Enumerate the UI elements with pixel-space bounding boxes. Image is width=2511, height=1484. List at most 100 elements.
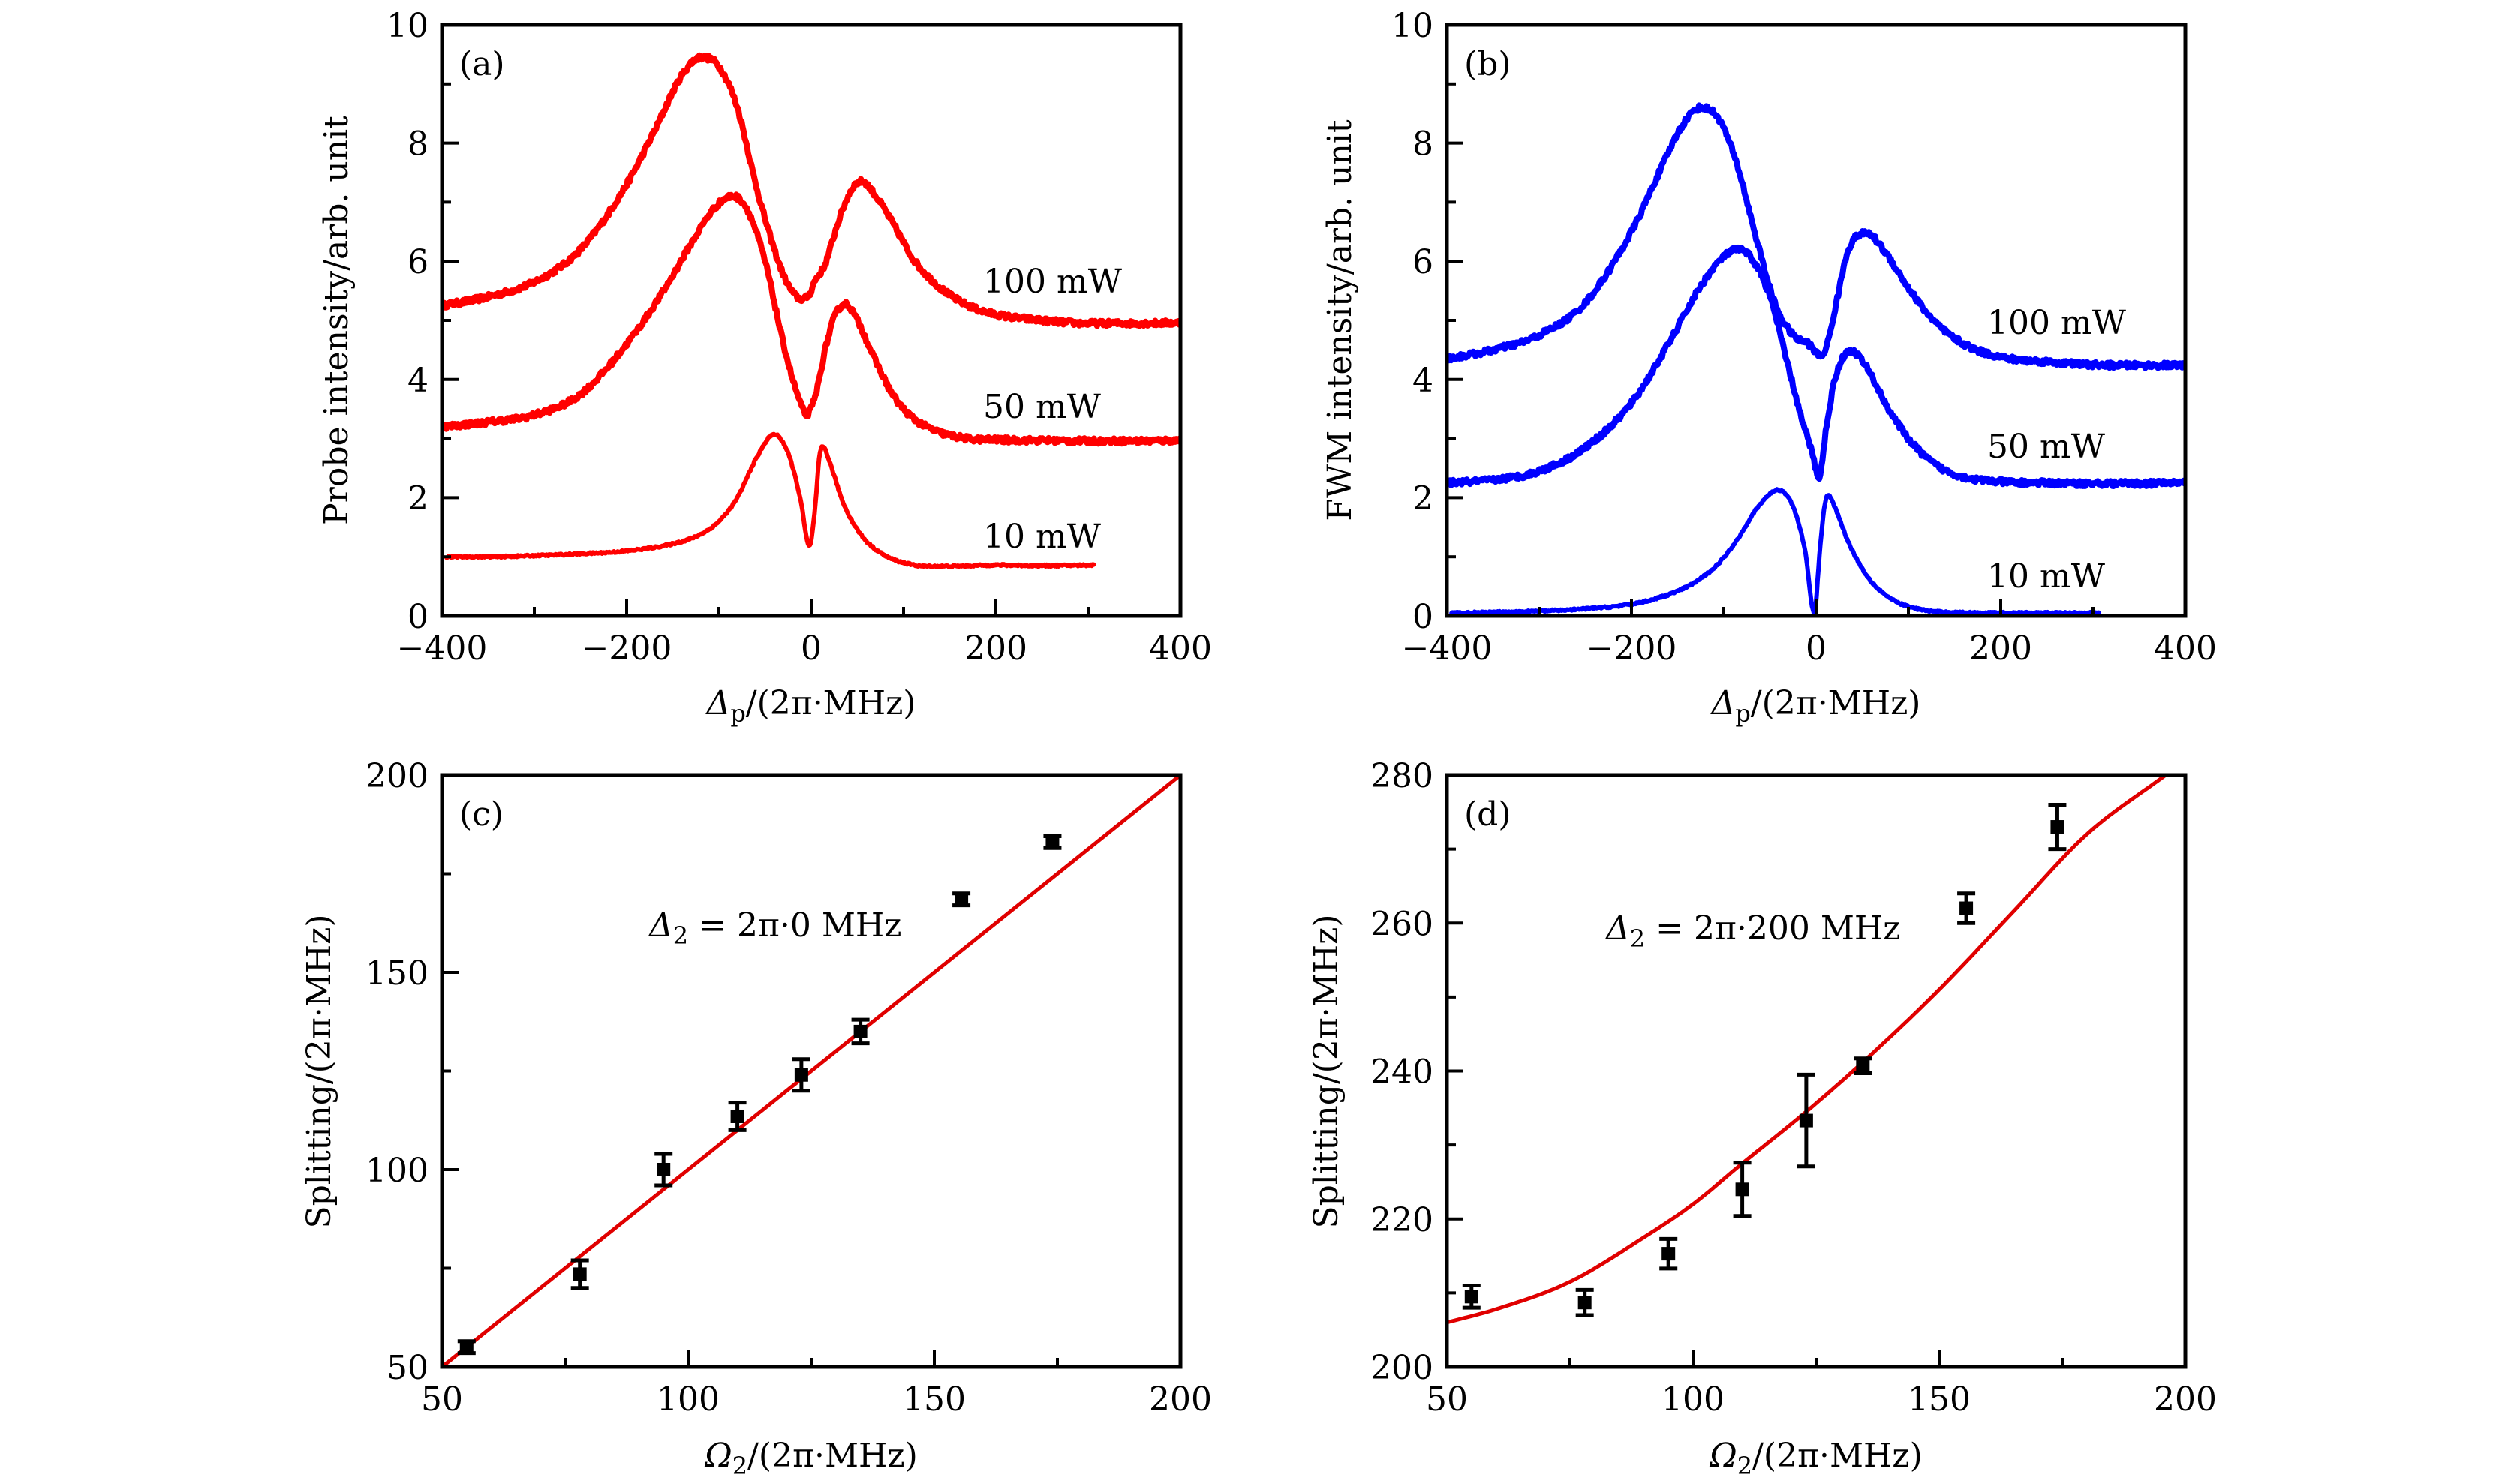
data-point: [1733, 1161, 1752, 1218]
y-tick-label: 10: [1391, 7, 1433, 45]
panel-label-d: (d): [1464, 795, 1511, 834]
annotation-c: Δ2 = 2π·0 MHz: [648, 906, 901, 950]
annotation-sub: 2: [1630, 924, 1645, 953]
y-tick-label: 240: [1370, 1053, 1433, 1092]
panel-b: −400 −200 0 200 400 0 2 4 6 8 10 (b) FWM intensity…: [1321, 7, 2217, 728]
y-tick-label: 10: [386, 7, 429, 45]
x-axis-label-symbol: Δ: [705, 684, 731, 722]
annotation-rest: = 2π·0 MHz: [688, 906, 901, 945]
square-marker: [1959, 901, 1974, 915]
y-axis-label-b: FWM intensity/arb. unit: [1321, 119, 1359, 521]
x-axis-label-sub: 2: [1737, 1452, 1752, 1480]
y-tick-label: 6: [407, 243, 429, 281]
plot-area-c: [442, 775, 1180, 1367]
ticks-b: −400 −200 0 200 400 0 2 4 6 8 10: [1391, 7, 2217, 668]
x-axis-label-b: Δp/(2π·MHz): [1710, 684, 1921, 728]
square-marker: [853, 1024, 868, 1038]
data-point: [792, 1057, 810, 1093]
y-tick-label: 200: [365, 757, 429, 795]
data-point: [654, 1152, 673, 1188]
x-axis-label-d: Ω2/(2π·MHz): [1709, 1437, 1923, 1480]
y-tick-label: 6: [1412, 243, 1433, 281]
x-axis-label-rest: /(2π·MHz): [746, 684, 916, 722]
x-tick-label: −400: [397, 629, 488, 668]
fit-line: [1447, 775, 2167, 1325]
y-tick-label: 280: [1370, 757, 1433, 795]
series-group: [1447, 102, 2185, 616]
y-tick-label: 260: [1370, 905, 1433, 943]
x-tick-label: −200: [1586, 629, 1677, 668]
ticks-a: −400 −200 0 200 400 0 2 4 6 8 10: [386, 7, 1212, 668]
curve-label-50mw-b: 50 mW: [1987, 428, 2106, 466]
y-tick-label: 100: [365, 1152, 429, 1190]
square-marker: [1799, 1113, 1813, 1128]
annotation-symbol: Δ: [1604, 909, 1630, 948]
x-tick-label: 400: [2154, 629, 2217, 668]
x-tick-label: 50: [421, 1380, 463, 1419]
y-axis-label-a: Probe intensity/arb. unit: [317, 116, 356, 525]
y-tick-label: 2: [1412, 479, 1433, 518]
y-axis-label-d: Splitting/(2π·MHz): [1307, 914, 1346, 1228]
y-tick-label: 150: [365, 954, 429, 993]
square-marker: [794, 1068, 808, 1082]
data-point: [1575, 1287, 1594, 1317]
x-tick-label: 200: [1969, 629, 2032, 668]
y-tick-label: 220: [1370, 1201, 1433, 1239]
y-tick-label: 2: [407, 479, 429, 518]
x-tick-label: 100: [1661, 1380, 1725, 1419]
ticks-d: 50 100 150 200 200 220 240 260 280: [1370, 757, 2217, 1419]
panel-label-b: (b): [1464, 45, 1511, 83]
data-point: [1462, 1284, 1481, 1310]
series-line-50mw: [442, 191, 1180, 447]
ticks-c: 50 100 150 200 50 100 150 200: [365, 757, 1212, 1419]
x-axis-label-rest: /(2π·MHz): [1752, 1437, 1923, 1475]
data-point: [457, 1339, 476, 1356]
series-line-100mw: [1447, 102, 2185, 371]
x-axis-label-rest: /(2π·MHz): [747, 1437, 918, 1475]
y-axis-label-c: Splitting/(2π·MHz): [300, 914, 338, 1228]
x-tick-label: 0: [1806, 629, 1827, 668]
square-marker: [1856, 1059, 1870, 1073]
x-tick-label: 0: [801, 629, 822, 668]
plot-area-d: [1447, 775, 2167, 1325]
series-group: [1447, 775, 2167, 1325]
square-marker: [1735, 1182, 1749, 1197]
x-tick-label: 200: [2154, 1380, 2217, 1419]
panel-label-a: (a): [459, 45, 505, 83]
x-axis-label-c: Ω2/(2π·MHz): [704, 1437, 918, 1480]
annotation-sub: 2: [673, 921, 688, 950]
y-tick-label: 50: [386, 1349, 429, 1387]
data-point: [1854, 1056, 1872, 1075]
annotation-d: Δ2 = 2π·200 MHz: [1604, 909, 1900, 953]
data-point: [570, 1258, 589, 1290]
x-axis-label-sub: p: [1735, 699, 1750, 728]
series-group: [442, 775, 1180, 1367]
curve-label-10mw-a: 10 mW: [983, 518, 1102, 556]
curve-label-50mw-a: 50 mW: [983, 388, 1102, 426]
panel-d: 50 100 150 200 200 220 240 260 280 (d) Splitting…: [1307, 757, 2217, 1480]
y-tick-label: 200: [1370, 1349, 1433, 1387]
fit-line: [442, 775, 1180, 1367]
y-tick-label: 8: [1412, 125, 1433, 164]
x-tick-label: −400: [1402, 629, 1493, 668]
square-marker: [1464, 1290, 1478, 1304]
x-tick-label: 50: [1426, 1380, 1468, 1419]
data-point: [1659, 1236, 1678, 1271]
x-tick-label: −200: [582, 629, 672, 668]
x-axis-label-sub: p: [730, 699, 745, 728]
y-tick-label: 8: [407, 125, 429, 164]
y-tick-label: 0: [407, 598, 429, 636]
data-point: [2048, 802, 2067, 852]
data-point: [1797, 1072, 1815, 1169]
x-tick-label: 200: [1149, 1380, 1212, 1419]
panel-a: −400 −200 0 200 400 0 2 4 6 8 10 (a) Probe intensi…: [317, 7, 1212, 728]
x-tick-label: 100: [657, 1380, 720, 1419]
panel-c: 50 100 150 200 50 100 150 200 (c) Splitting/(2π…: [300, 757, 1212, 1480]
curve-label-100mw-a: 100 mW: [983, 263, 1123, 301]
square-marker: [955, 892, 969, 906]
curve-label-100mw-b: 100 mW: [1987, 304, 2127, 342]
y-tick-label: 4: [1412, 362, 1433, 400]
square-marker: [573, 1267, 587, 1281]
x-tick-label: 150: [903, 1380, 966, 1419]
